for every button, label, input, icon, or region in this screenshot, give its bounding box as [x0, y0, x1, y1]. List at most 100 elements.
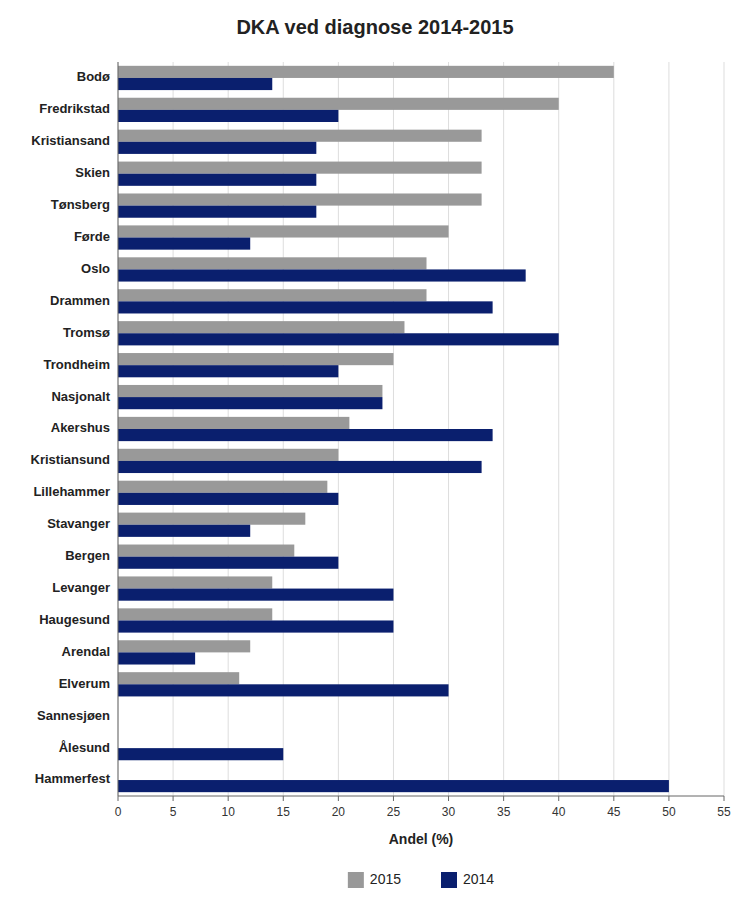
- bar: [118, 481, 327, 493]
- bar: [118, 461, 482, 473]
- bar: [118, 353, 393, 365]
- category-label: Elverum: [59, 676, 110, 691]
- grid-line: [724, 62, 725, 796]
- category-label: Hammerfest: [35, 771, 111, 786]
- bar: [118, 269, 526, 281]
- legend-label: 2015: [370, 871, 401, 887]
- tick-mark: [668, 796, 669, 801]
- category-label: Arendal: [62, 644, 110, 659]
- bar: [118, 449, 338, 461]
- bar: [118, 640, 250, 652]
- category-label: Oslo: [81, 261, 110, 276]
- chart-container: DKA ved diagnose 2014-201505101520253035…: [0, 0, 750, 914]
- tick-label: 35: [497, 805, 511, 819]
- y-axis-line: [118, 62, 119, 796]
- category-label: Bodø: [77, 69, 110, 84]
- bar: [118, 417, 349, 429]
- bar: [118, 110, 338, 122]
- grid-line: [668, 62, 669, 796]
- legend-item: 2015: [348, 871, 401, 888]
- category-label: Kristiansund: [31, 452, 111, 467]
- bar: [118, 620, 393, 632]
- category-label: Stavanger: [47, 516, 110, 531]
- category-label: Førde: [74, 229, 110, 244]
- grid-line: [558, 62, 559, 796]
- bar: [118, 429, 493, 441]
- category-label: Bergen: [65, 548, 110, 563]
- tick-label: 45: [607, 805, 621, 819]
- category-label: Kristiansand: [31, 133, 110, 148]
- grid: [118, 62, 724, 796]
- bar: [118, 66, 614, 78]
- series-bars: [118, 66, 614, 684]
- tick-label: 0: [115, 805, 122, 819]
- bar: [118, 162, 482, 174]
- bar: [118, 365, 338, 377]
- tick-mark: [448, 796, 449, 801]
- bar: [118, 608, 272, 620]
- tick-label: 55: [717, 805, 731, 819]
- bar: [118, 748, 283, 760]
- bar: [118, 301, 493, 313]
- legend-label: 2014: [463, 871, 494, 887]
- bar: [118, 257, 427, 269]
- tick-mark: [118, 796, 119, 801]
- grid-line: [613, 62, 614, 796]
- y-ticks: BodøFredrikstadKristiansandSkienTønsberg…: [31, 69, 111, 786]
- tick-mark: [393, 796, 394, 801]
- tick-label: 25: [387, 805, 401, 819]
- tick-label: 10: [222, 805, 236, 819]
- tick-label: 40: [552, 805, 566, 819]
- grid-line: [118, 62, 119, 796]
- chart-title: DKA ved diagnose 2014-2015: [236, 16, 513, 38]
- category-label: Ålesund: [59, 740, 110, 755]
- tick-label: 30: [442, 805, 456, 819]
- bar: [118, 525, 250, 537]
- tick-label: 15: [277, 805, 291, 819]
- category-label: Tønsberg: [51, 197, 110, 212]
- bar: [118, 238, 250, 250]
- bar: [118, 98, 559, 110]
- category-label: Fredrikstad: [39, 101, 110, 116]
- legend-swatch: [441, 872, 457, 888]
- chart-svg: DKA ved diagnose 2014-201505101520253035…: [0, 0, 750, 914]
- bar: [118, 130, 482, 142]
- tick-mark: [173, 796, 174, 801]
- series-bars: [118, 78, 669, 792]
- bar: [118, 225, 449, 237]
- bar: [118, 397, 382, 409]
- bar: [118, 576, 272, 588]
- bar: [118, 206, 316, 218]
- bar: [118, 142, 316, 154]
- category-label: Akershus: [51, 420, 110, 435]
- category-label: Tromsø: [63, 325, 110, 340]
- category-label: Nasjonalt: [51, 389, 110, 404]
- tick-label: 5: [170, 805, 177, 819]
- bars: [118, 66, 669, 792]
- bar: [118, 321, 404, 333]
- bar: [118, 557, 338, 569]
- legend-item: 2014: [441, 871, 494, 888]
- bar: [118, 493, 338, 505]
- category-label: Trondheim: [44, 357, 110, 372]
- category-label: Levanger: [52, 580, 110, 595]
- category-label: Lillehammer: [33, 484, 110, 499]
- legend: 2015 2014: [348, 871, 495, 888]
- tick-mark: [558, 796, 559, 801]
- bar: [118, 652, 195, 664]
- tick-label: 50: [662, 805, 676, 819]
- bar: [118, 545, 294, 557]
- category-label: Haugesund: [39, 612, 110, 627]
- legend-swatch: [348, 872, 364, 888]
- bar: [118, 78, 272, 90]
- tick-mark: [724, 796, 725, 801]
- bar: [118, 289, 427, 301]
- bar: [118, 333, 559, 345]
- x-ticks: 0510152025303540455055: [115, 796, 731, 819]
- category-label: Drammen: [50, 293, 110, 308]
- tick-mark: [228, 796, 229, 801]
- x-axis-line: [118, 796, 724, 797]
- bar: [118, 672, 239, 684]
- bar: [118, 780, 669, 792]
- tick-mark: [283, 796, 284, 801]
